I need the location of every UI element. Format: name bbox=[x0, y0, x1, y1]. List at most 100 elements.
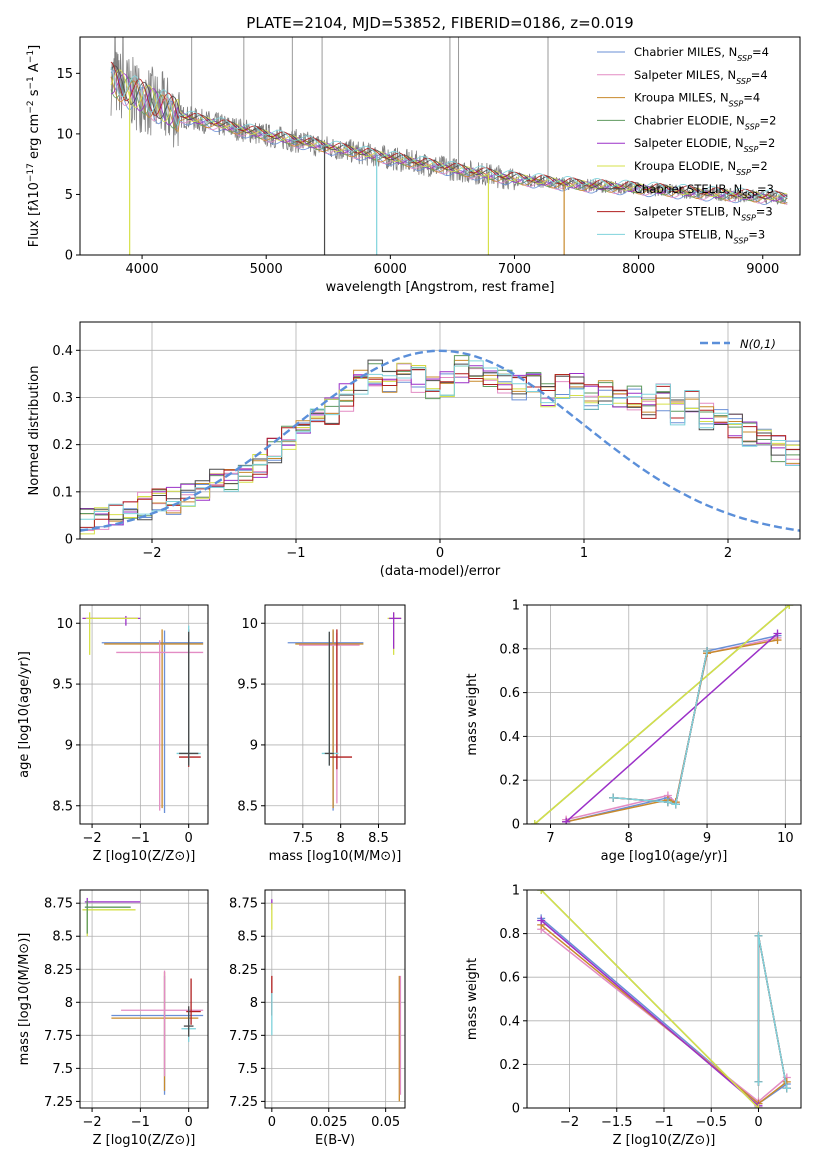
plot-area bbox=[265, 890, 405, 1108]
plot-area bbox=[80, 890, 208, 1108]
y-tick-label: 0 bbox=[65, 249, 73, 264]
x-tick-label: 9 bbox=[703, 831, 711, 846]
series-point bbox=[782, 1084, 791, 1093]
y-tick-label: 1 bbox=[512, 884, 520, 899]
plot-area bbox=[80, 322, 800, 539]
model-spectrum-8 bbox=[110, 67, 788, 199]
histogram-8 bbox=[80, 360, 800, 520]
x-tick-label: 8 bbox=[337, 831, 345, 846]
gaussian-curve bbox=[80, 349, 800, 532]
y-tick-label: 15 bbox=[56, 67, 73, 82]
y-tick-label: 7.25 bbox=[44, 1095, 73, 1110]
x-axis-label: age [log10(age/yr)] bbox=[601, 849, 728, 864]
y-axis-label: Flux [fλ10−17 erg cm−2 s−1 A−1] bbox=[26, 45, 42, 247]
y-axis-label: Normed distribution bbox=[27, 366, 42, 496]
series-point bbox=[671, 800, 680, 809]
legend-entry: Salpeter ELODIE, NSSP=2 bbox=[634, 136, 775, 154]
y-tick-label: 10 bbox=[56, 617, 73, 632]
histogram-7 bbox=[80, 369, 800, 528]
panel-age_vs_massweight: 7 8 9 10 0 0.2 0.4 0.6 0.8 1 age [log10(age/yr)] ma… bbox=[465, 599, 802, 864]
x-tick-label: 0.05 bbox=[371, 1115, 400, 1130]
model-spectrum-4 bbox=[110, 73, 788, 202]
y-tick-label: 10 bbox=[56, 127, 73, 142]
y-tick-label: 7.5 bbox=[237, 1062, 258, 1077]
series-line-4 bbox=[565, 632, 778, 823]
y-axis-label: mass [log10(M/M⊙)] bbox=[17, 933, 32, 1066]
y-tick-label: 9 bbox=[65, 738, 73, 753]
x-tick-label: 8.5 bbox=[368, 831, 389, 846]
histogram-2 bbox=[80, 359, 800, 522]
y-tick-label: 0 bbox=[512, 818, 520, 833]
x-tick-label: 7 bbox=[546, 831, 554, 846]
y-tick-label: 7.5 bbox=[52, 1062, 73, 1077]
y-tick-label: 8.5 bbox=[52, 930, 73, 945]
spectrum-legend: Chabrier MILES, NSSP=4 Salpeter MILES, NS… bbox=[597, 45, 776, 245]
axes-frame bbox=[526, 604, 802, 825]
x-axis-label: mass [log10(M/M⊙)] bbox=[269, 849, 402, 864]
axes-frame bbox=[264, 604, 406, 825]
y-tick-label: 1 bbox=[512, 599, 520, 614]
legend-entry: Salpeter MILES, NSSP=4 bbox=[634, 68, 768, 86]
axes-frame bbox=[79, 36, 801, 256]
x-tick-label: 4000 bbox=[126, 262, 159, 277]
y-tick-label: 8.5 bbox=[237, 799, 258, 814]
model-spectrum-7 bbox=[110, 61, 788, 199]
y-tick-label: 8.5 bbox=[52, 799, 73, 814]
x-tick-label: 0 bbox=[268, 1115, 276, 1130]
plot-area bbox=[527, 605, 801, 824]
panel-ebv_vs_mass: 0 0.025 0.05 7.25 7.5 7.75 8 8.25 8.5 8.75 E(B-V) bbox=[229, 889, 406, 1148]
y-tick-label: 0.8 bbox=[499, 642, 520, 657]
series-point bbox=[530, 820, 539, 824]
plot-area bbox=[527, 890, 801, 1108]
histogram-legend: N(0,1) bbox=[700, 337, 776, 351]
series-line-8 bbox=[613, 650, 708, 806]
axes-frame bbox=[79, 889, 209, 1109]
x-tick-label: −2 bbox=[82, 831, 101, 846]
y-tick-label: 0.4 bbox=[499, 730, 520, 745]
y-tick-label: 8.25 bbox=[229, 963, 258, 978]
series-line-4 bbox=[540, 919, 759, 1107]
x-axis-label: (data-model)/error bbox=[380, 564, 501, 579]
legend-entry: Chabrier MILES, NSSP=4 bbox=[634, 45, 769, 63]
series-point bbox=[754, 1077, 763, 1086]
legend-entry: Chabrier STELIB, NSSP=3 bbox=[634, 182, 774, 200]
x-tick-label: −1 bbox=[131, 1115, 150, 1130]
x-tick-label: −1.5 bbox=[601, 1115, 633, 1130]
series-line-1 bbox=[565, 637, 778, 821]
y-tick-label: 0.1 bbox=[52, 485, 73, 500]
x-tick-label: 7000 bbox=[498, 262, 531, 277]
y-axis-label: mass weight bbox=[465, 673, 480, 755]
x-tick-label: −1 bbox=[654, 1115, 673, 1130]
panel-spectrum: 4000 5000 6000 7000 8000 9000 0 5 10 15 wavelength… bbox=[26, 36, 801, 295]
y-tick-label: 7.25 bbox=[229, 1095, 258, 1110]
y-tick-label: 0.4 bbox=[52, 344, 73, 359]
y-tick-label: 8.25 bbox=[44, 963, 73, 978]
plot-area bbox=[80, 605, 208, 824]
y-tick-label: 0 bbox=[65, 533, 73, 548]
model-spectrum-6 bbox=[110, 65, 788, 200]
legend-entry: Kroupa ELODIE, NSSP=2 bbox=[634, 159, 768, 177]
y-tick-label: 9 bbox=[250, 738, 258, 753]
y-tick-label: 8.75 bbox=[229, 897, 258, 912]
series-point bbox=[537, 890, 546, 894]
y-tick-label: 9.5 bbox=[237, 678, 258, 693]
y-tick-label: 0 bbox=[512, 1102, 520, 1117]
histogram-1 bbox=[80, 368, 800, 531]
series-point bbox=[537, 916, 546, 925]
y-tick-label: 0.2 bbox=[52, 438, 73, 453]
x-tick-label: −2 bbox=[82, 1115, 101, 1130]
y-tick-label: 0.6 bbox=[499, 971, 520, 986]
panel-Z_vs_massweight: −2 −1.5 −1 −0.5 0 0 0.2 0.4 0.6 0.8 1 Z [log10(Z/Z⊙… bbox=[465, 884, 802, 1148]
y-tick-label: 0.2 bbox=[499, 1058, 520, 1073]
y-tick-label: 0.4 bbox=[499, 1014, 520, 1029]
x-tick-label: 7.5 bbox=[292, 831, 313, 846]
plot-area bbox=[265, 605, 405, 824]
y-tick-label: 8.75 bbox=[44, 897, 73, 912]
x-tick-label: −2 bbox=[560, 1115, 579, 1130]
plot-area bbox=[110, 37, 788, 255]
x-tick-label: 8 bbox=[625, 831, 633, 846]
x-tick-label: 9000 bbox=[746, 262, 779, 277]
figure-title: PLATE=2104, MJD=53852, FIBERID=0186, z=0… bbox=[246, 14, 633, 32]
series-line-7 bbox=[613, 650, 708, 806]
